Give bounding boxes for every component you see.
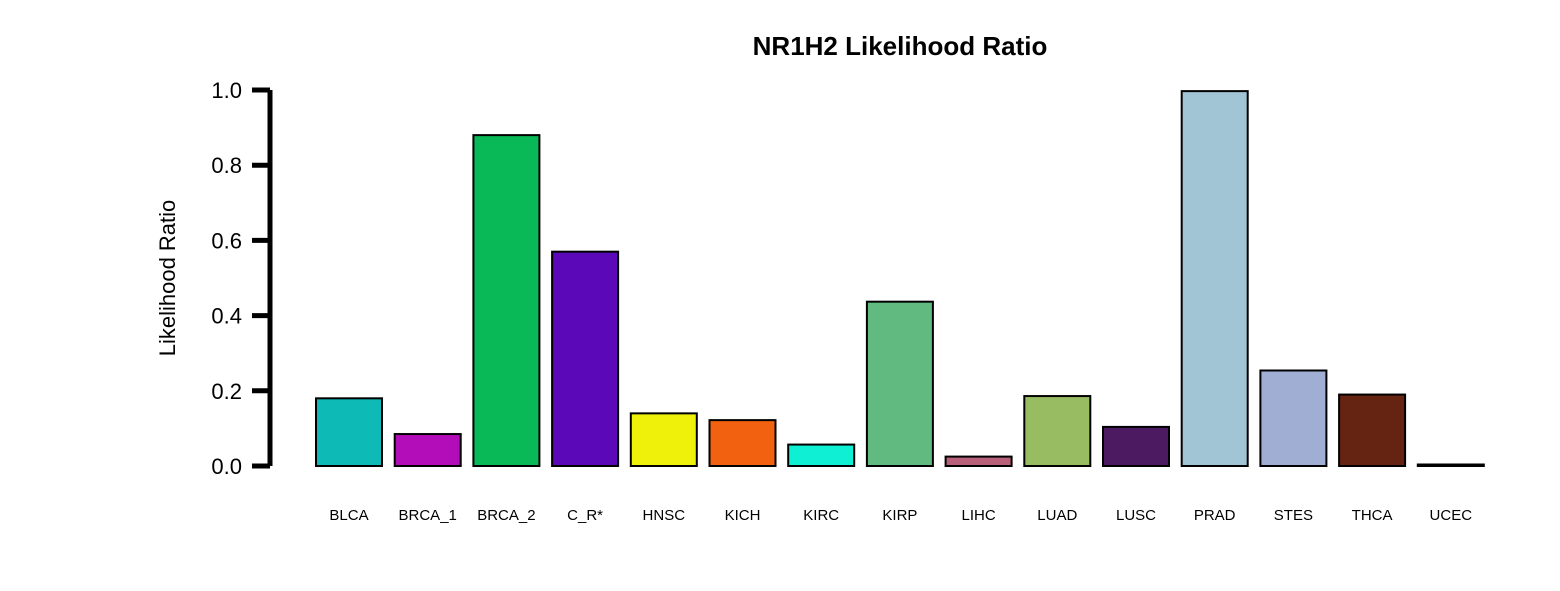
y-tick-label: 1.0 bbox=[211, 78, 242, 103]
bar-c-r bbox=[551, 250, 620, 467]
x-tick-labels: BLCA BRCA_1 BRCA_2 C_R* HNSC KICH KIRC KIRP LIHC… bbox=[329, 507, 1472, 524]
x-tick-label: THCA bbox=[1352, 507, 1393, 524]
bar-blca bbox=[315, 397, 383, 468]
bar-lihc bbox=[944, 455, 1013, 468]
x-tick-label: LUSC bbox=[1116, 507, 1156, 524]
x-tick-label: PRAD bbox=[1194, 507, 1236, 524]
x-tick-label: BRCA_1 bbox=[399, 507, 457, 524]
bar-luad bbox=[1023, 395, 1092, 467]
bar-prad bbox=[1180, 90, 1249, 468]
bar-kich bbox=[708, 419, 777, 467]
y-tick-label: 0.4 bbox=[211, 304, 242, 329]
x-tick-label: HNSC bbox=[643, 507, 686, 524]
x-tick-label: LUAD bbox=[1037, 507, 1077, 524]
y-tick-label: 0.8 bbox=[211, 153, 242, 178]
y-tick-label: 0.0 bbox=[211, 454, 242, 479]
bar-brca-1 bbox=[393, 433, 462, 468]
bar-thca bbox=[1338, 393, 1407, 467]
bar-stes bbox=[1259, 369, 1328, 467]
x-tick-label: LIHC bbox=[962, 507, 996, 524]
x-tick-label: C_R* bbox=[567, 507, 603, 524]
bar-hnsc bbox=[629, 412, 698, 467]
bar-kirp bbox=[865, 300, 934, 467]
bars bbox=[315, 90, 1485, 468]
chart-title: NR1H2 Likelihood Ratio bbox=[753, 31, 1048, 61]
x-tick-label: KICH bbox=[725, 507, 761, 524]
bar-brca-2 bbox=[472, 134, 541, 467]
x-tick-label: BRCA_2 bbox=[477, 507, 535, 524]
bar-kirc bbox=[787, 443, 856, 467]
y-tick-label: 0.6 bbox=[211, 228, 242, 253]
y-ticks: 0.0 0.2 0.4 0.6 0.8 1.0 bbox=[211, 78, 270, 479]
x-tick-label: KIRC bbox=[803, 507, 839, 524]
bar-lusc bbox=[1102, 425, 1170, 467]
x-tick-label: KIRP bbox=[882, 507, 917, 524]
x-tick-label: UCEC bbox=[1430, 507, 1473, 524]
y-axis-label: Likelihood Ratio bbox=[155, 200, 180, 357]
x-tick-label: STES bbox=[1274, 507, 1313, 524]
y-tick-label: 0.2 bbox=[211, 379, 242, 404]
bar-ucec bbox=[1416, 463, 1485, 468]
x-tick-label: BLCA bbox=[329, 507, 368, 524]
